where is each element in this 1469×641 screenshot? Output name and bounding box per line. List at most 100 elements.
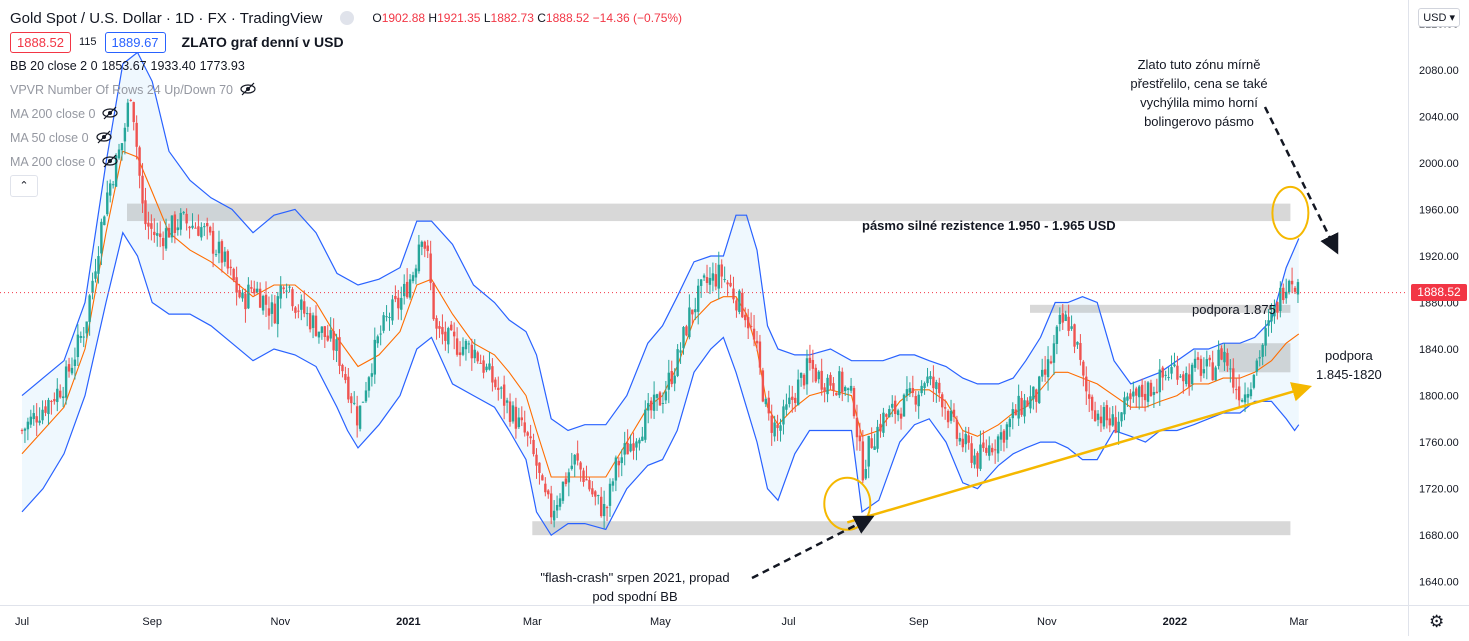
eye-off-icon[interactable] [239,82,257,99]
candle-body [661,403,665,405]
candle-body [741,292,744,318]
candle-body [444,331,447,341]
candle-body [458,352,462,356]
candle-body [849,385,853,391]
candle-body [1261,344,1264,357]
candle-body [23,428,27,431]
candle-body [85,321,88,334]
candle-body [923,383,926,389]
candle-body [567,472,571,483]
candle-body [582,470,585,483]
close-value: 1888.52 [545,11,590,25]
candle-body [353,402,356,404]
bb-basis: 1853.67 [101,59,147,73]
candle-body [132,102,135,123]
candle-body [1064,314,1067,322]
candle-body [70,367,74,374]
candle-body [1043,369,1047,375]
eye-off-icon[interactable] [101,106,119,123]
indicator-ma-2[interactable]: MA 50 close 0 [10,126,682,150]
candle-body [679,350,682,353]
indicator-bb[interactable]: BB 20 close 2 0 1853.67 1933.40 1773.93 [10,54,682,78]
candle-body [1011,409,1014,419]
candle-body [467,343,471,345]
candle-body [791,396,794,400]
candle-body [153,231,156,236]
candle-body [450,324,453,331]
candle-body [782,406,785,425]
candle-body [1217,349,1220,367]
overshoot-circle [1271,185,1310,240]
candle-body [167,227,171,238]
candle-body [1146,382,1150,402]
eye-off-icon[interactable] [101,154,119,171]
gear-icon[interactable]: ⚙ [1429,612,1445,631]
collapse-legend-button[interactable]: ⌃ [10,175,38,197]
eye-icon[interactable] [340,11,355,25]
candle-body [988,445,991,456]
candle-body [823,387,826,392]
ma1-label: MA 200 close 0 [10,107,96,121]
candle-body [156,233,159,236]
candle-body [638,439,641,444]
candle-body [649,400,653,411]
candle-body [426,245,429,252]
candle-body [411,275,415,282]
resistance-label: pásmo silné rezistence 1.950 - 1.965 USD [862,218,1116,233]
eye-off-icon[interactable] [95,130,113,147]
price-tick-label: 1800.00 [1419,391,1459,403]
candle-body [688,307,691,338]
indicator-ma-1[interactable]: MA 200 close 0 [10,102,682,126]
candle-body [996,436,1000,454]
candle-body [482,360,485,373]
sell-button[interactable]: 1888.52 [10,31,71,53]
candle-body [144,200,147,225]
candle-body [73,359,77,367]
price-axis[interactable]: 2120.002080.002040.002000.001960.001920.… [1408,0,1469,605]
candle-body [514,406,518,429]
candle-body [1243,394,1247,403]
candle-body [335,339,338,351]
candle-body [561,481,565,501]
candle-body [558,498,562,507]
candle-body [479,362,482,364]
candle-body [746,317,750,329]
candle-body [535,454,538,466]
candle-body [1211,362,1214,381]
candle-body [50,401,53,403]
buy-button[interactable]: 1889.67 [104,31,166,53]
candle-body [811,359,815,369]
candle-body [203,226,206,228]
candle-body [817,371,820,380]
price-chart[interactable] [0,0,1408,605]
candle-body [508,401,512,422]
candle-body [126,102,130,127]
chart-pane[interactable]: Gold Spot / U.S. Dollar · 1D · FX · Trad… [0,0,1408,605]
candle-body [682,327,685,349]
candle-body [979,444,982,469]
price-tick-label: 1680.00 [1419,530,1459,542]
symbol-title[interactable]: Gold Spot / U.S. Dollar · 1D · FX · Trad… [10,9,323,27]
candle-body [770,415,773,433]
candle-body [41,409,44,421]
candle-body [211,230,215,254]
candle-body [1173,364,1176,367]
candle-body [435,318,438,329]
candle-body [282,287,285,290]
currency-button[interactable]: USD ▾ [1418,8,1460,27]
candle-body [1099,416,1103,424]
candle-body [452,331,456,337]
candle-body [726,282,729,285]
candle-body [1255,360,1258,372]
vpvr-label: VPVR Number Of Rows 24 Up/Down 70 [10,83,234,97]
time-axis[interactable]: Jul Sep Nov 2021 Mar May Jul Sep Nov 2022 Mar [0,605,1408,636]
candle-body [835,392,838,396]
candle-body [441,326,444,335]
candle-body [20,430,24,432]
candle-body [967,435,970,443]
indicator-vpvr[interactable]: VPVR Number Of Rows 24 Up/Down 70 [10,78,682,102]
indicator-ma-3[interactable]: MA 200 close 0 [10,150,682,174]
candle-body [1229,368,1232,370]
candle-body [358,405,362,429]
candle-body [1149,382,1153,396]
